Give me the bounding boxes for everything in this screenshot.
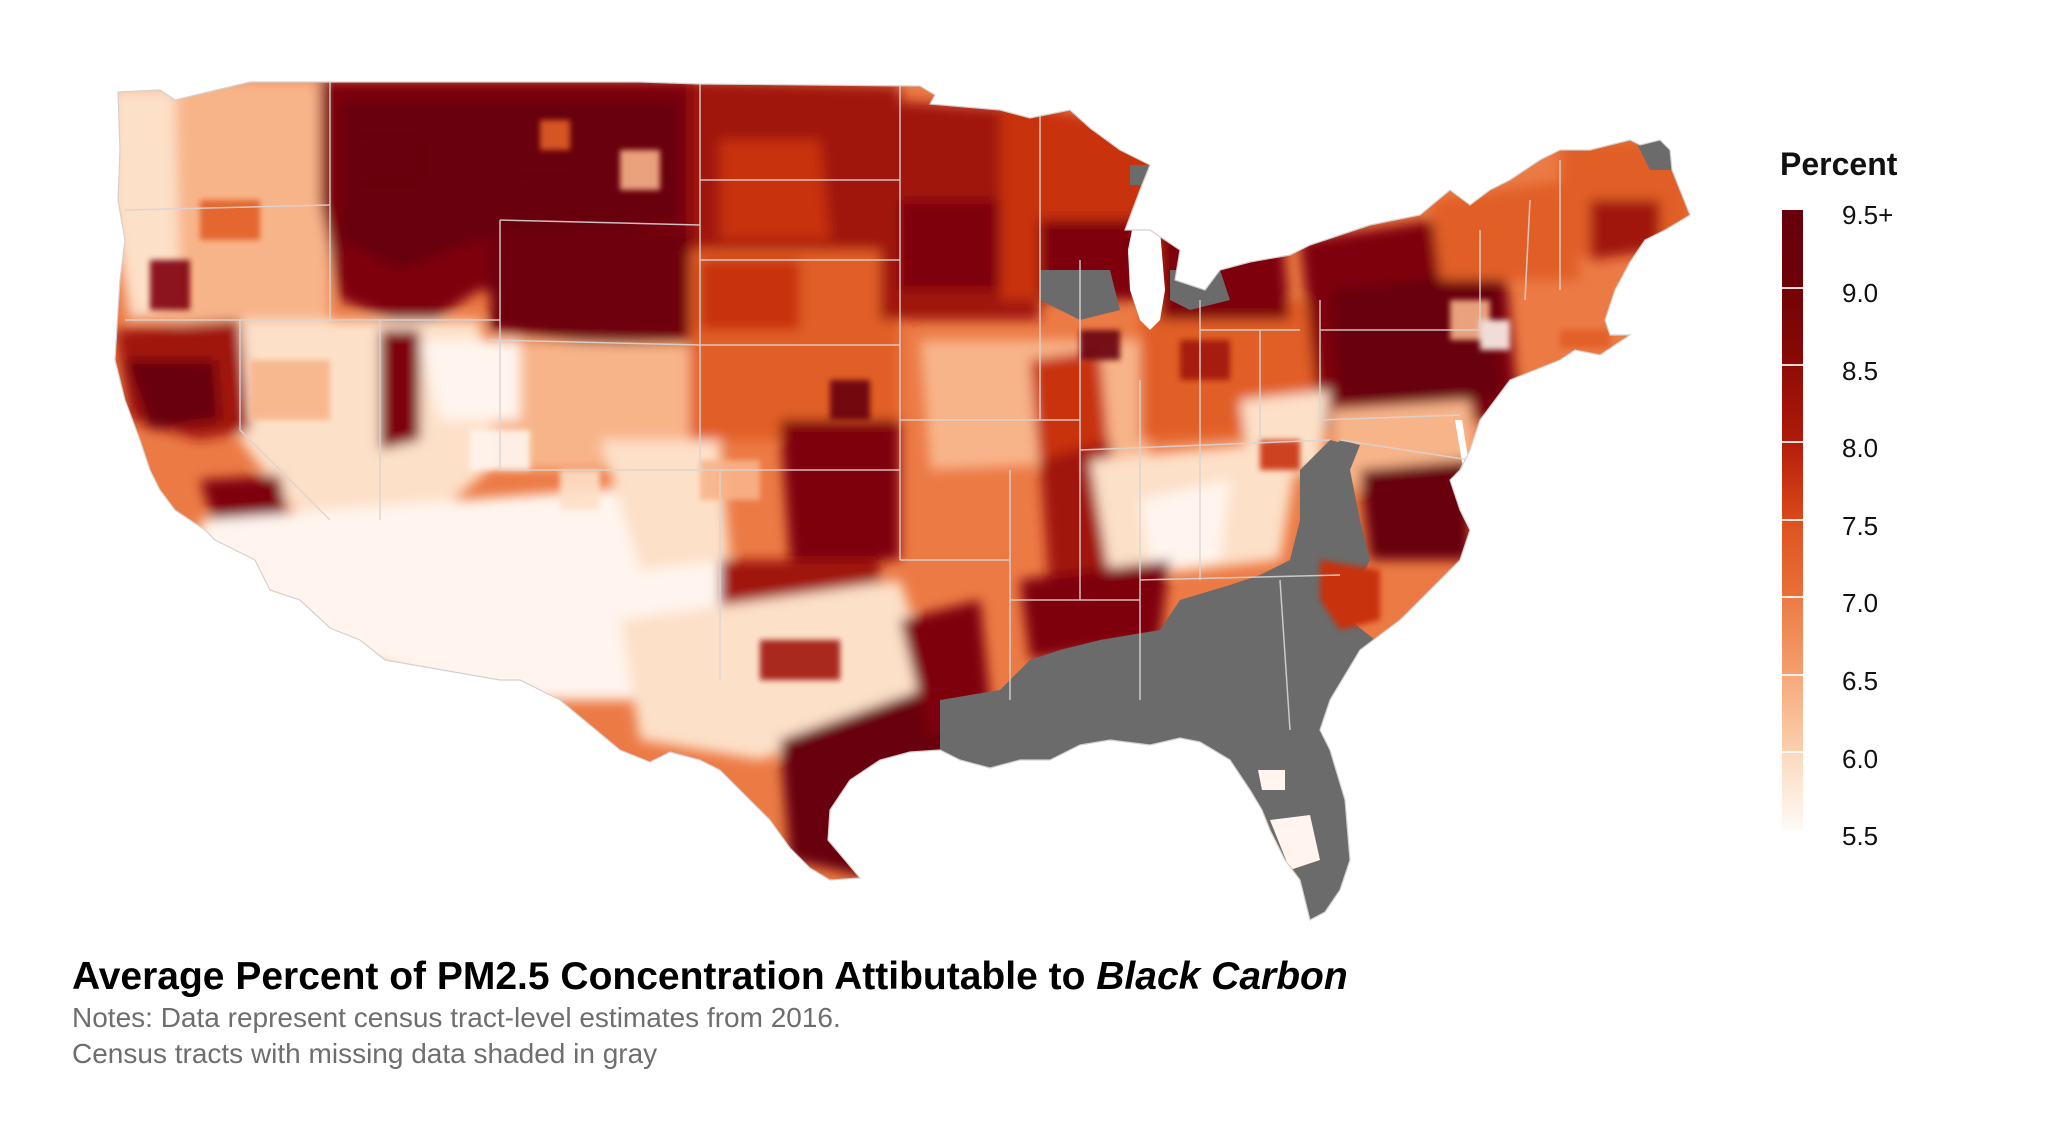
legend-bin-8.0-8.5: [1782, 365, 1803, 442]
legend-bin-6.5-7.0: [1782, 597, 1803, 675]
legend-tick-label: 9.0: [1842, 278, 1879, 308]
legend-separator: [1782, 441, 1803, 443]
legend-tick-label: 8.0: [1842, 433, 1879, 463]
legend-tick-label: 7.0: [1842, 588, 1879, 618]
chart-title: Average Percent of PM2.5 Concentration A…: [72, 954, 1348, 1000]
legend-title: Percent: [1780, 146, 1898, 182]
legend-bin-9.0-9.5: [1782, 210, 1803, 288]
choropleth-map: [114, 81, 1691, 921]
legend-separator: [1782, 287, 1803, 289]
chart-title-emphasis: Black Carbon: [1096, 955, 1348, 998]
legend-tick-label: 5.5: [1842, 821, 1879, 851]
legend-tick-label: 6.0: [1842, 744, 1879, 774]
legend-separator: [1782, 751, 1803, 753]
legend-bin-6.0-6.5: [1782, 675, 1803, 752]
caption-note-source: Notes: Data represent census tract-level…: [72, 1002, 841, 1033]
caption-note-missing: Census tracts with missing data shaded i…: [72, 1038, 658, 1069]
legend-separator: [1782, 519, 1803, 521]
us-map-svg: [114, 81, 1691, 921]
legend-separator: [1782, 674, 1803, 676]
legend-tick-label: 8.5: [1842, 356, 1879, 386]
country-outline: [114, 81, 1691, 921]
legend-bin-7.5-8.0: [1782, 442, 1803, 520]
legend-tick-label: 9.5+: [1842, 200, 1894, 230]
legend-separator: [1782, 364, 1803, 366]
legend-bin-8.5-9.0: [1782, 288, 1803, 365]
chart-title-prefix: Average Percent of PM2.5 Concentration A…: [72, 955, 1097, 998]
legend-tick-label: 6.5: [1842, 666, 1879, 696]
legend-color-bar: [1782, 210, 1803, 830]
legend-bin-5.5-6.0: [1782, 752, 1803, 830]
legend-bin-7.0-7.5: [1782, 520, 1803, 597]
map-regions: [115, 82, 1690, 920]
state-borders: [124, 82, 1561, 731]
legend-tick-label: 7.5: [1842, 511, 1879, 541]
legend-separator: [1782, 596, 1803, 598]
caption: Average Percent of PM2.5 Concentration A…: [72, 954, 1348, 1072]
legend: Percent 9.5+ 9.0 8.5 8.0 7.5 7.0 6.5 6.0…: [1780, 140, 1980, 860]
